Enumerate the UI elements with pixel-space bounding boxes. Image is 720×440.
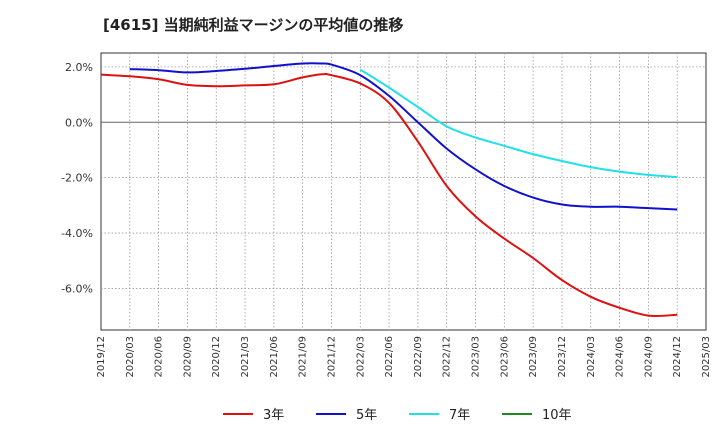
legend-label: 10年 — [542, 408, 572, 423]
y-tick-label: -4.0% — [61, 227, 93, 240]
y-tick-label: -6.0% — [61, 282, 93, 295]
x-tick-label: 2025/03 — [701, 336, 712, 378]
x-tick-label: 2021/12 — [326, 336, 337, 378]
x-tick-label: 2022/12 — [442, 336, 453, 378]
x-tick-label: 2022/09 — [413, 336, 424, 378]
y-tick-label: 0.0% — [65, 116, 93, 129]
x-tick-label: 2023/12 — [557, 336, 568, 378]
legend-label: 7年 — [449, 408, 470, 423]
plot-area — [100, 52, 707, 331]
x-tick-label: 2019/12 — [96, 336, 107, 378]
chart-title: [4615] 当期純利益マージンの平均値の推移 — [103, 16, 404, 34]
x-tick-label: 2020/06 — [154, 336, 165, 378]
x-tick-label: 2020/03 — [125, 336, 136, 378]
x-tick-label: 2024/06 — [615, 336, 626, 378]
x-tick-label: 2023/06 — [499, 336, 510, 378]
y-tick-label: 2.0% — [65, 61, 93, 74]
x-tick-label: 2024/12 — [672, 336, 683, 378]
x-tick-label: 2023/09 — [528, 336, 539, 378]
x-tick-label: 2022/03 — [355, 336, 366, 378]
x-tick-label: 2021/06 — [269, 336, 280, 378]
legend-label: 5年 — [356, 408, 377, 423]
x-tick-label: 2021/09 — [298, 336, 309, 378]
x-tick-label: 2024/03 — [586, 336, 597, 378]
x-tick-label: 2021/03 — [240, 336, 251, 378]
series-line-5年 — [129, 62, 678, 211]
series-line-7年 — [359, 68, 678, 179]
x-tick-label: 2020/12 — [211, 336, 222, 378]
x-tick-label: 2024/09 — [643, 336, 654, 378]
y-tick-label: -2.0% — [61, 172, 93, 185]
legend-label: 3年 — [263, 408, 284, 423]
x-tick-label: 2023/03 — [471, 336, 482, 378]
x-tick-label: 2022/06 — [384, 336, 395, 378]
series-line-3年 — [100, 73, 678, 317]
x-tick-label: 2020/09 — [182, 336, 193, 378]
